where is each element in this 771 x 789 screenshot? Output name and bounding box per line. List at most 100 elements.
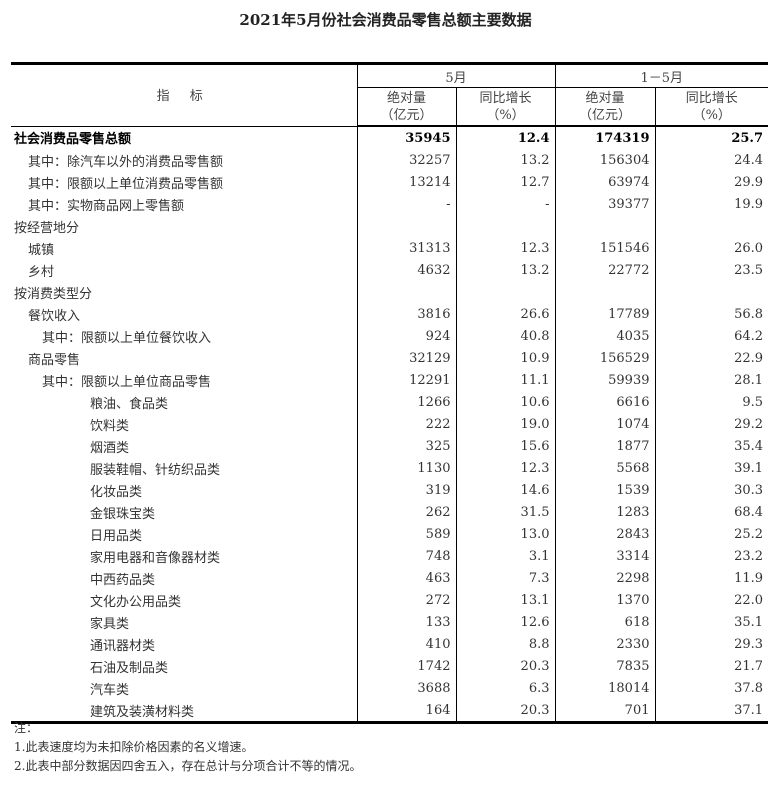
ytd-yoy-cell bbox=[654, 281, 769, 303]
may-yoy-cell: 7.3 bbox=[455, 567, 555, 589]
table-row: 化妆品类 319 14.6 1539 30.3 bbox=[11, 479, 769, 501]
table-row: 其中：限额以上单位商品零售 12291 11.1 59939 28.1 bbox=[11, 369, 769, 391]
may-yoy-cell: 14.6 bbox=[455, 479, 555, 501]
row-label: 其中：限额以上单位消费品零售额 bbox=[28, 176, 224, 192]
may-abs-cell: 1266 bbox=[356, 391, 456, 413]
table-row: 城镇 31313 12.3 151546 26.0 bbox=[11, 237, 769, 259]
ytd-abs-cell: 17789 bbox=[554, 303, 655, 325]
may-yoy-cell: 12.4 bbox=[455, 126, 555, 149]
row-label: 按经营地分 bbox=[14, 220, 80, 236]
table-row: 按消费类型分 bbox=[11, 281, 769, 303]
may-abs-cell: 13214 bbox=[356, 171, 456, 193]
row-label: 其中：限额以上单位餐饮收入 bbox=[42, 330, 212, 346]
yoy-header: 同比增长 （%） bbox=[455, 87, 555, 127]
row-label: 石油及制品类 bbox=[90, 660, 169, 676]
ytd-abs-cell: 2298 bbox=[554, 567, 655, 589]
table-row: 文化办公用品类 272 13.1 1370 22.0 bbox=[11, 589, 769, 611]
abs-header: 绝对量 （亿元） bbox=[554, 87, 655, 127]
ytd-abs-cell: 1539 bbox=[554, 479, 655, 501]
row-label: 建筑及装潢材料类 bbox=[11, 699, 357, 724]
row-label: 日用品类 bbox=[90, 528, 143, 544]
ytd-abs-cell: 1370 bbox=[554, 589, 655, 611]
row-label: 家用电器和音像器材类 bbox=[90, 550, 221, 566]
may-yoy-cell bbox=[455, 281, 555, 303]
notes: 注： 1.此表速度均为未扣除价格因素的名义增速。 2.此表中部分数据因四舍五入，… bbox=[14, 719, 361, 776]
ytd-abs-cell: 59939 bbox=[554, 369, 655, 391]
table-row: 建筑及装潢材料类 164 20.3 701 37.1 bbox=[11, 699, 769, 724]
may-yoy-cell: 3.1 bbox=[455, 545, 555, 567]
table-row: 粮油、食品类 1266 10.6 6616 9.5 bbox=[11, 391, 769, 413]
ytd-yoy-cell: 21.7 bbox=[654, 655, 769, 677]
row-label: 服装鞋帽、针纺织品类 bbox=[90, 462, 221, 478]
table-row: 乡村 4632 13.2 22772 23.5 bbox=[11, 259, 769, 281]
ytd-yoy-cell: 39.1 bbox=[654, 457, 769, 479]
may-abs-cell: 748 bbox=[356, 545, 456, 567]
row-label: 化妆品类 bbox=[90, 484, 143, 500]
may-yoy-cell: 12.6 bbox=[455, 611, 555, 633]
ytd-abs-cell: 6616 bbox=[554, 391, 655, 413]
ytd-abs-cell: 5568 bbox=[554, 457, 655, 479]
table-row: 按经营地分 bbox=[11, 215, 769, 237]
table-row: 社会消费品零售总额 35945 12.4 174319 25.7 bbox=[11, 126, 769, 149]
ytd-yoy-cell: 25.2 bbox=[654, 523, 769, 545]
ytd-abs-cell: 3314 bbox=[554, 545, 655, 567]
may-yoy-cell: - bbox=[455, 193, 555, 215]
may-yoy-cell: 13.2 bbox=[455, 149, 555, 171]
data-table: 指 标 5月 1－5月 绝对量 （亿元） 同比增长 （%） 绝对量 （亿元） 同比增长… bbox=[11, 62, 769, 724]
ytd-yoy-cell: 22.9 bbox=[654, 347, 769, 369]
may-abs-cell bbox=[356, 215, 456, 237]
table-row: 其中：实物商品网上零售额 - -39377 19.9 bbox=[11, 193, 769, 215]
ytd-yoy-cell: 26.0 bbox=[654, 237, 769, 259]
may-abs-cell: 325 bbox=[356, 435, 456, 457]
ytd-abs-cell: 174319 bbox=[554, 126, 655, 149]
table-row: 其中：限额以上单位消费品零售额 13214 12.7 63974 29.9 bbox=[11, 171, 769, 193]
may-yoy-cell: 11.1 bbox=[455, 369, 555, 391]
ytd-yoy-cell: 35.4 bbox=[654, 435, 769, 457]
ytd-abs-cell: 1877 bbox=[554, 435, 655, 457]
may-yoy-cell: 10.6 bbox=[455, 391, 555, 413]
row-label: 文化办公用品类 bbox=[90, 594, 182, 610]
ytd-yoy-cell: 35.1 bbox=[654, 611, 769, 633]
ytd-abs-cell: 1074 bbox=[554, 413, 655, 435]
may-abs-cell: 319 bbox=[356, 479, 456, 501]
may-yoy-cell: 8.8 bbox=[455, 633, 555, 655]
may-abs-cell: 1130 bbox=[356, 457, 456, 479]
ytd-abs-cell: 156304 bbox=[554, 149, 655, 171]
row-label: 商品零售 bbox=[28, 352, 81, 368]
ytd-yoy-cell: 37.8 bbox=[654, 677, 769, 699]
period-may-header: 5月 bbox=[356, 62, 555, 88]
table-row: 其中：限额以上单位餐饮收入 924 40.8 4035 64.2 bbox=[11, 325, 769, 347]
ytd-yoy-cell: 68.4 bbox=[654, 501, 769, 523]
may-abs-cell: 262 bbox=[356, 501, 456, 523]
may-abs-cell: 31313 bbox=[356, 237, 456, 259]
row-label: 中西药品类 bbox=[90, 572, 156, 588]
row-label: 通讯器材类 bbox=[90, 638, 156, 654]
row-label: 粮油、食品类 bbox=[90, 396, 169, 412]
row-label: 其中：实物商品网上零售额 bbox=[28, 198, 185, 214]
abs-header: 绝对量 （亿元） bbox=[356, 87, 456, 127]
row-label: 饮料类 bbox=[90, 418, 130, 434]
may-abs-cell: 4632 bbox=[356, 259, 456, 281]
row-label: 烟酒类 bbox=[90, 440, 130, 456]
may-abs-cell: 589 bbox=[356, 523, 456, 545]
may-abs-cell: 3816 bbox=[356, 303, 456, 325]
may-yoy-cell: 12.7 bbox=[455, 171, 555, 193]
may-yoy-cell bbox=[455, 215, 555, 237]
ytd-yoy-cell: 28.1 bbox=[654, 369, 769, 391]
note-1: 1.此表速度均为未扣除价格因素的名义增速。 bbox=[14, 740, 254, 754]
may-yoy-cell: 10.9 bbox=[455, 347, 555, 369]
page-title: 2021年5月份社会消费品零售总额主要数据 bbox=[239, 11, 532, 29]
may-yoy-cell: 12.3 bbox=[455, 457, 555, 479]
indicator-header: 指 标 bbox=[11, 62, 357, 127]
row-label: 其中：限额以上单位商品零售 bbox=[42, 374, 212, 390]
table-row: 家用电器和音像器材类 748 3.1 3314 23.2 bbox=[11, 545, 769, 567]
may-abs-cell: 32129 bbox=[356, 347, 456, 369]
ytd-yoy-cell: 23.5 bbox=[654, 259, 769, 281]
ytd-abs-cell: 7835 bbox=[554, 655, 655, 677]
ytd-abs-cell: 151546 bbox=[554, 237, 655, 259]
may-yoy-cell: 15.6 bbox=[455, 435, 555, 457]
period-jan-may-header: 1－5月 bbox=[554, 62, 769, 88]
ytd-abs-cell: 1283 bbox=[554, 501, 655, 523]
ytd-abs-cell bbox=[554, 281, 655, 303]
may-abs-cell: 12291 bbox=[356, 369, 456, 391]
